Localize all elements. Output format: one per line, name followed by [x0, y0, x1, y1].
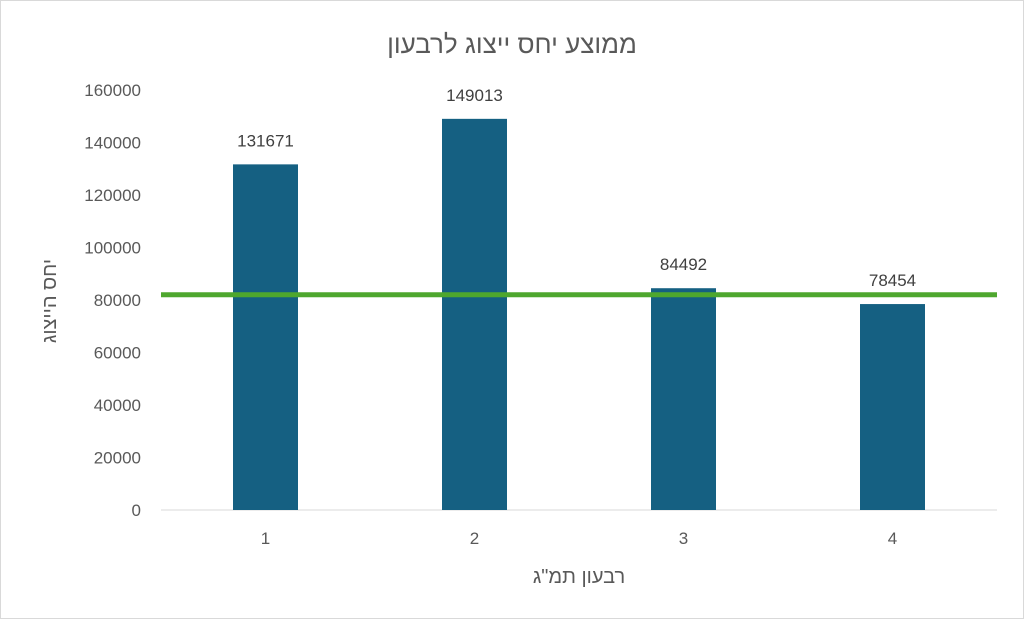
x-tick-label: 1: [261, 529, 270, 548]
y-tick-label: 60000: [94, 344, 141, 363]
y-axis-ticks: 0 20000 40000 60000 80000 100000 120000 140000 1…: [84, 81, 141, 520]
x-axis-title: רבעון תמ"ג: [533, 566, 625, 588]
x-tick-label: 2: [470, 529, 479, 548]
y-tick-label: 80000: [94, 291, 141, 310]
data-label: 78454: [869, 271, 916, 290]
x-tick-label: 4: [888, 529, 897, 548]
y-tick-label: 140000: [84, 134, 141, 153]
bar-2: [442, 118, 507, 510]
chart-title: ממוצע יחס ייצוג לרבעון: [387, 29, 637, 59]
y-tick-label: 40000: [94, 396, 141, 415]
x-tick-label: 3: [679, 529, 688, 548]
x-axis-ticks: 1 2 3 4: [261, 529, 897, 548]
y-tick-label: 100000: [84, 239, 141, 258]
bar-1: [233, 164, 298, 510]
data-label: 84492: [660, 255, 707, 274]
bar-4: [860, 304, 925, 510]
data-label: 149013: [446, 86, 503, 105]
bar-3: [651, 288, 716, 510]
y-tick-label: 120000: [84, 186, 141, 205]
y-tick-label: 160000: [84, 81, 141, 100]
data-labels-group: 131671 149013 84492 78454: [237, 86, 916, 290]
y-tick-label: 20000: [94, 449, 141, 468]
bars-group: [233, 118, 925, 510]
data-label: 131671: [237, 131, 294, 150]
y-tick-label: 0: [132, 501, 141, 520]
y-axis-title: יחס הייצוג: [39, 259, 61, 343]
